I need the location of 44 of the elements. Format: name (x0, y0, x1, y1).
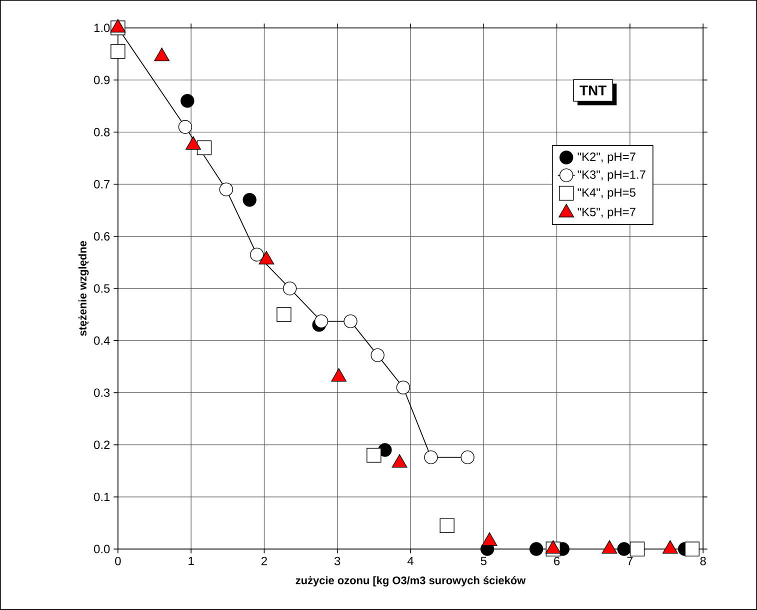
point (180, 94, 194, 108)
x-tick-label: 4 (407, 556, 414, 566)
point (178, 120, 192, 134)
y-tick-label: 1.0 (94, 24, 110, 32)
point (344, 314, 358, 328)
point (314, 314, 328, 328)
annotation: TNT (580, 86, 606, 96)
x-tick-label: 3 (334, 556, 340, 566)
x-axis-title: zużycie ozonu [kg O3/m3 surowych ścieków (296, 576, 526, 587)
point (366, 448, 382, 463)
legend-label: "K2", pH=7 (578, 152, 636, 164)
point (242, 193, 256, 207)
legend-label: "K4", pH=5 (578, 188, 636, 200)
point (529, 542, 544, 556)
y-tick-label: 0.8 (94, 128, 110, 136)
point (370, 348, 384, 362)
point (282, 282, 297, 296)
x-tick-label: 0 (115, 556, 121, 566)
point (196, 140, 212, 156)
x-tick-label: 5 (480, 556, 486, 566)
y-tick-label: 0.3 (94, 388, 110, 397)
point (110, 44, 126, 59)
x-tick-label: 7 (627, 556, 633, 566)
point (630, 542, 645, 556)
x-tick-label: 2 (261, 556, 267, 566)
y-tick-label: 0.0 (94, 544, 110, 554)
x-tick-label: 1 (188, 556, 194, 566)
x-tick-label: 8 (700, 556, 706, 566)
y-tick-label: 0.2 (94, 440, 110, 450)
y-tick-label: 0.6 (94, 232, 110, 241)
y-axis-title: stężenie względne (78, 241, 89, 336)
y-tick-label: 0.5 (94, 284, 110, 293)
y-tick-label: 0.7 (94, 180, 110, 188)
y-tick-label: 0.4 (94, 336, 110, 345)
legend-label: "K5", pH=7 (578, 208, 636, 219)
point (684, 542, 700, 556)
point (219, 182, 234, 196)
x-tick-label: 6 (554, 556, 560, 566)
point (617, 542, 631, 556)
y-tick-label: 0.9 (94, 76, 110, 84)
y-tick-label: 0.1 (94, 492, 110, 502)
point (424, 450, 438, 464)
legend-label: "K3", pH=1.7 (578, 170, 646, 182)
point (396, 380, 410, 394)
